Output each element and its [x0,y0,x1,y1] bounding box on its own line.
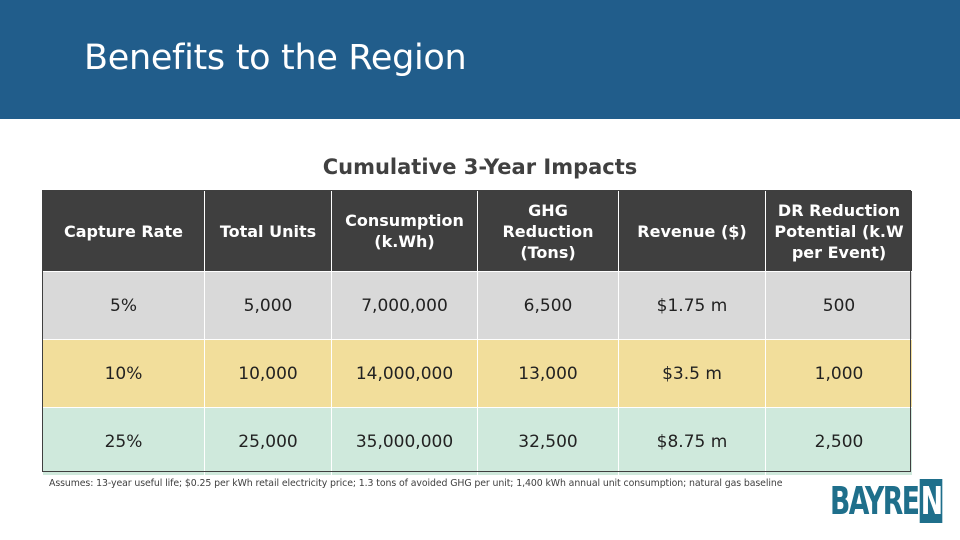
cell-total-units: 10,000 [204,339,332,408]
table-row: 5% 5,000 7,000,000 6,500 $1.75 m 500 [42,271,913,340]
column-header-capture-rate: Capture Rate [42,190,205,272]
cell-total-units: 5,000 [204,271,332,340]
impacts-table: Capture Rate Total Units Consumption (k.… [42,190,913,476]
table-row: 25% 25,000 35,000,000 32,500 $8.75 m 2,5… [42,407,913,476]
bayren-logo: BAYREN [830,478,943,524]
page-title: Benefits to the Region [84,38,467,78]
column-header-revenue: Revenue ($) [618,190,766,272]
cell-capture-rate: 10% [42,339,205,408]
logo-text-main: BAYRE [830,479,920,523]
assumptions-footnote: Assumes: 13-year useful life; $0.25 per … [49,478,783,489]
cell-dr-reduction: 2,500 [765,407,913,476]
logo-wordmark: BAYREN [830,479,943,523]
table-row: 10% 10,000 14,000,000 13,000 $3.5 m 1,00… [42,339,913,408]
cell-revenue: $3.5 m [618,339,766,408]
title-banner: Benefits to the Region [0,0,960,119]
table-title: Cumulative 3-Year Impacts [322,155,638,179]
column-header-total-units: Total Units [204,190,332,272]
cell-capture-rate: 25% [42,407,205,476]
cell-capture-rate: 5% [42,271,205,340]
cell-dr-reduction: 500 [765,271,913,340]
cell-dr-reduction: 1,000 [765,339,913,408]
column-header-dr-reduction: DR Reduction Potential (k.W per Event) [765,190,913,272]
cell-total-units: 25,000 [204,407,332,476]
logo-text-box: N [919,479,943,523]
cell-revenue: $8.75 m [618,407,766,476]
column-header-ghg-reduction: GHG Reduction (Tons) [477,190,619,272]
cell-revenue: $1.75 m [618,271,766,340]
cell-ghg-reduction: 6,500 [477,271,619,340]
table-header-row: Capture Rate Total Units Consumption (k.… [42,190,913,272]
cell-consumption: 14,000,000 [331,339,478,408]
cell-ghg-reduction: 32,500 [477,407,619,476]
column-header-consumption: Consumption (k.Wh) [331,190,478,272]
cell-consumption: 7,000,000 [331,271,478,340]
cell-ghg-reduction: 13,000 [477,339,619,408]
cell-consumption: 35,000,000 [331,407,478,476]
